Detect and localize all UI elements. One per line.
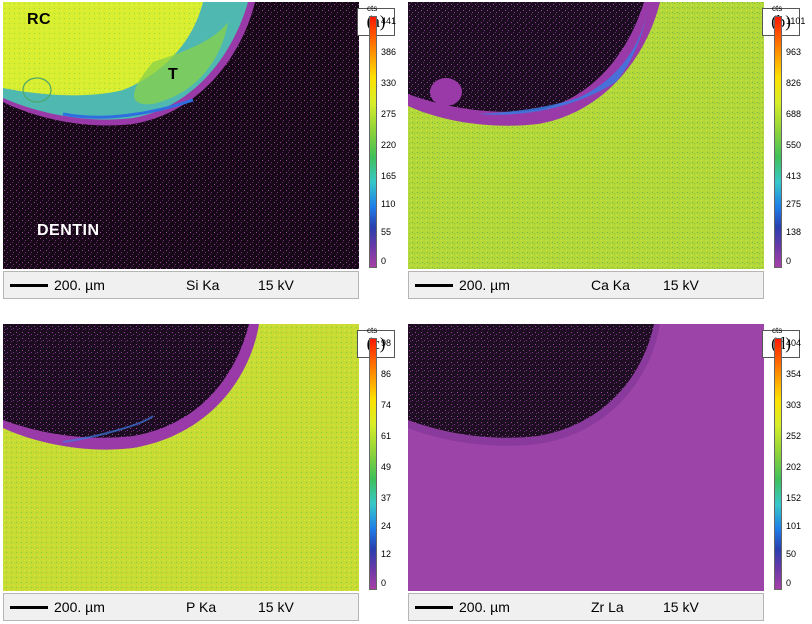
tick-c-1: 86 bbox=[381, 369, 392, 379]
map-si bbox=[3, 2, 359, 269]
label-t: T bbox=[168, 66, 179, 83]
element-label-a: Si Ka bbox=[186, 277, 220, 293]
tick-d-3: 252 bbox=[786, 431, 802, 441]
cts-label-b: cts bbox=[772, 4, 783, 13]
panel-d: (d) cts 404 354 303 252 202 152 101 50 0… bbox=[408, 324, 808, 624]
kv-label-c: 15 kV bbox=[258, 599, 294, 615]
tick-b-2: 826 bbox=[786, 78, 802, 88]
tick-d-5: 152 bbox=[786, 493, 802, 503]
cts-label-d: cts bbox=[772, 326, 783, 335]
scale-label-b: 200. µm bbox=[459, 277, 510, 293]
footer-c: 200. µm P Ka 15 kV bbox=[3, 593, 359, 621]
tick-c-3: 61 bbox=[381, 431, 392, 441]
tick-a-8: 0 bbox=[381, 256, 387, 266]
panel-c: (c) cts 98 86 74 61 49 37 24 12 0 200. µ… bbox=[3, 324, 403, 624]
tick-a-5: 165 bbox=[381, 171, 397, 181]
cts-label-a: cts bbox=[367, 4, 378, 13]
tick-a-4: 220 bbox=[381, 140, 397, 150]
color-scale-b bbox=[774, 16, 782, 268]
kv-label-a: 15 kV bbox=[258, 277, 294, 293]
tick-a-3: 275 bbox=[381, 109, 397, 119]
cts-label-c: cts bbox=[367, 326, 378, 335]
colorbar-b: cts 1101 963 826 688 550 413 275 138 0 bbox=[770, 2, 810, 272]
tick-c-7: 12 bbox=[381, 549, 392, 559]
tick-c-6: 24 bbox=[381, 521, 392, 531]
panel-b: (b) cts 1101 963 826 688 550 413 275 138… bbox=[408, 2, 808, 302]
color-scale-a bbox=[369, 16, 377, 268]
scale-label-a: 200. µm bbox=[54, 277, 105, 293]
scale-label-d: 200. µm bbox=[459, 599, 510, 615]
colorbar-c: cts 98 86 74 61 49 37 24 12 0 bbox=[365, 324, 405, 594]
scale-bar-b bbox=[415, 284, 453, 287]
colorbar-a: cts 441 386 330 275 220 165 110 55 0 bbox=[365, 2, 405, 272]
element-label-c: P Ka bbox=[186, 599, 217, 615]
tick-b-3: 688 bbox=[786, 109, 802, 119]
tick-b-6: 275 bbox=[786, 199, 802, 209]
tick-d-8: 0 bbox=[786, 578, 792, 588]
map-ca bbox=[408, 2, 764, 269]
tick-a-2: 330 bbox=[381, 78, 397, 88]
scale-bar-c bbox=[10, 606, 48, 609]
tick-a-7: 55 bbox=[381, 227, 392, 237]
tick-d-7: 50 bbox=[786, 549, 797, 559]
tick-d-2: 303 bbox=[786, 400, 802, 410]
footer-d: 200. µm Zr La 15 kV bbox=[408, 593, 764, 621]
element-label-d: Zr La bbox=[591, 599, 624, 615]
tick-d-1: 354 bbox=[786, 369, 802, 379]
scale-bar-a bbox=[10, 284, 48, 287]
footer-a: 200. µm Si Ka 15 kV bbox=[3, 271, 359, 299]
map-p bbox=[3, 324, 359, 591]
tick-b-4: 550 bbox=[786, 140, 802, 150]
footer-b: 200. µm Ca Ka 15 kV bbox=[408, 271, 764, 299]
map-zr bbox=[408, 324, 764, 591]
colorbar-d: cts 404 354 303 252 202 152 101 50 0 bbox=[770, 324, 810, 594]
tick-c-0: 98 bbox=[381, 338, 392, 348]
tick-b-8: 0 bbox=[786, 256, 792, 266]
tick-d-4: 202 bbox=[786, 462, 802, 472]
tick-b-0: 1101 bbox=[786, 16, 806, 26]
tick-a-6: 110 bbox=[381, 199, 396, 209]
label-dentin: DENTIN bbox=[37, 222, 100, 239]
scale-bar-d bbox=[415, 606, 453, 609]
scale-label-c: 200. µm bbox=[54, 599, 105, 615]
tick-b-1: 963 bbox=[786, 47, 802, 57]
tick-c-5: 37 bbox=[381, 493, 392, 503]
tick-a-0: 441 bbox=[381, 16, 397, 26]
tick-d-6: 101 bbox=[786, 521, 802, 531]
color-scale-c bbox=[369, 338, 377, 590]
tick-d-0: 404 bbox=[786, 338, 802, 348]
tick-c-4: 49 bbox=[381, 462, 392, 472]
tick-a-1: 386 bbox=[381, 47, 397, 57]
tick-b-5: 413 bbox=[786, 171, 802, 181]
kv-label-d: 15 kV bbox=[663, 599, 699, 615]
kv-label-b: 15 kV bbox=[663, 277, 699, 293]
element-label-b: Ca Ka bbox=[591, 277, 630, 293]
label-rc: RC bbox=[27, 11, 52, 28]
color-scale-d bbox=[774, 338, 782, 590]
tick-b-7: 138 bbox=[786, 227, 802, 237]
panel-a: RC T DENTIN (a) cts 441 386 330 275 220 … bbox=[3, 2, 403, 302]
tick-c-2: 74 bbox=[381, 400, 392, 410]
tick-c-8: 0 bbox=[381, 578, 387, 588]
